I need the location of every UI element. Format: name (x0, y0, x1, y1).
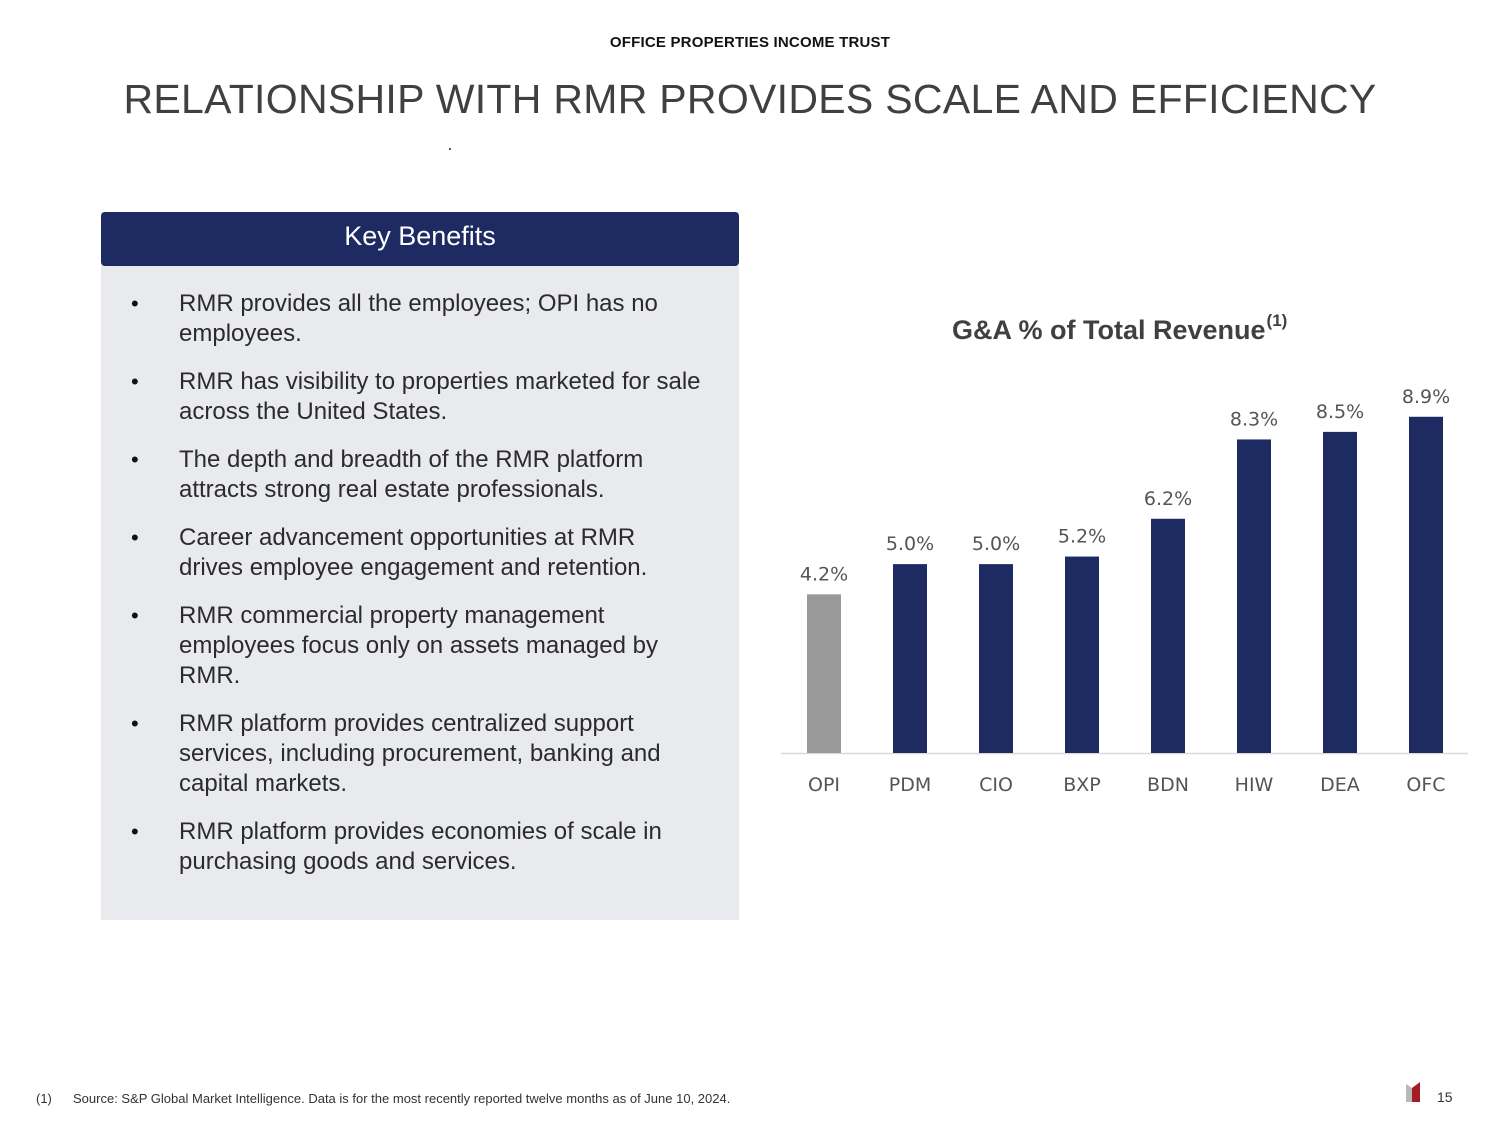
slide-title: RELATIONSHIP WITH RMR PROVIDES SCALE AND… (123, 76, 1377, 122)
stray-dot (449, 148, 451, 150)
bullet-icon: • (131, 525, 139, 550)
footnote-text: Source: S&P Global Market Intelligence. … (73, 1091, 731, 1106)
tick-label-bdn: BDN (1147, 774, 1189, 796)
bar-opi (807, 594, 841, 753)
benefit-text: RMR platform provides economies of scale… (179, 818, 662, 875)
bullet-icon: • (131, 603, 139, 628)
benefit-text: The depth and breadth of the RMR platfor… (179, 446, 644, 503)
data-label-hiw: 8.3% (1230, 408, 1278, 430)
bullet-icon: • (131, 447, 139, 472)
data-label-bxp: 5.2% (1058, 526, 1106, 548)
benefit-text: RMR commercial property management emplo… (179, 602, 658, 689)
tick-label-hiw: HIW (1235, 774, 1274, 796)
data-label-cio: 5.0% (972, 533, 1020, 555)
tick-label-bxp: BXP (1063, 774, 1101, 796)
chart-title-text: G&A % of Total Revenue (952, 315, 1266, 345)
data-label-ofc: 8.9% (1402, 386, 1450, 408)
key-benefits-panel (101, 212, 739, 920)
rmr-logo-icon (1406, 1082, 1420, 1102)
bullet-icon: • (131, 369, 139, 394)
benefit-text: RMR provides all the employees; OPI has … (179, 290, 658, 347)
benefit-text: Career advancement opportunities at RMR … (179, 524, 648, 581)
bar-ofc (1409, 416, 1443, 753)
tick-label-opi: OPI (808, 774, 840, 796)
bar-hiw (1237, 439, 1271, 753)
footnote-number: (1) (36, 1091, 52, 1106)
benefit-item: • RMR has visibility to properties market… (101, 367, 739, 427)
data-label-pdm: 5.0% (886, 533, 934, 555)
tick-label-cio: CIO (979, 774, 1013, 796)
bar-pdm (893, 564, 927, 753)
data-label-bdn: 6.2% (1144, 488, 1192, 510)
benefit-item: • The depth and breadth of the RMR platfo… (101, 445, 739, 505)
chart-title: G&A % of Total Revenue(1) (952, 311, 1287, 346)
data-label-opi: 4.2% (800, 563, 848, 585)
bullet-icon: • (131, 711, 139, 736)
bullet-icon: • (131, 291, 139, 316)
tick-label-dea: DEA (1320, 774, 1360, 796)
key-benefits-heading: Key Benefits (101, 212, 739, 266)
benefit-item: • RMR platform provides centralized suppo… (101, 709, 739, 799)
benefit-item: • RMR commercial property management empl… (101, 601, 739, 691)
benefit-text: RMR platform provides centralized suppor… (179, 710, 661, 797)
tick-label-pdm: PDM (889, 774, 931, 796)
company-name: OFFICE PROPERTIES INCOME TRUST (609, 34, 891, 51)
benefit-item: • Career advancement opportunities at RMR… (101, 523, 739, 583)
benefit-text: RMR has visibility to properties markete… (179, 368, 701, 425)
key-benefits-list: • RMR provides all the employees; OPI has… (101, 289, 739, 895)
benefit-item: • RMR platform provides economies of scal… (101, 817, 739, 877)
footnote: (1) Source: S&P Global Market Intelligenc… (36, 1091, 730, 1106)
bar-cio (979, 564, 1013, 753)
page-number: 15 (1437, 1089, 1453, 1105)
bar-bxp (1065, 556, 1099, 753)
tick-label-ofc: OFC (1406, 774, 1445, 796)
bar-bdn (1151, 518, 1185, 753)
benefit-item: • RMR provides all the employees; OPI has… (101, 289, 739, 349)
data-label-dea: 8.5% (1316, 401, 1364, 423)
bullet-icon: • (131, 819, 139, 844)
chart-title-footnote: (1) (1266, 311, 1288, 330)
bar-dea (1323, 431, 1357, 753)
